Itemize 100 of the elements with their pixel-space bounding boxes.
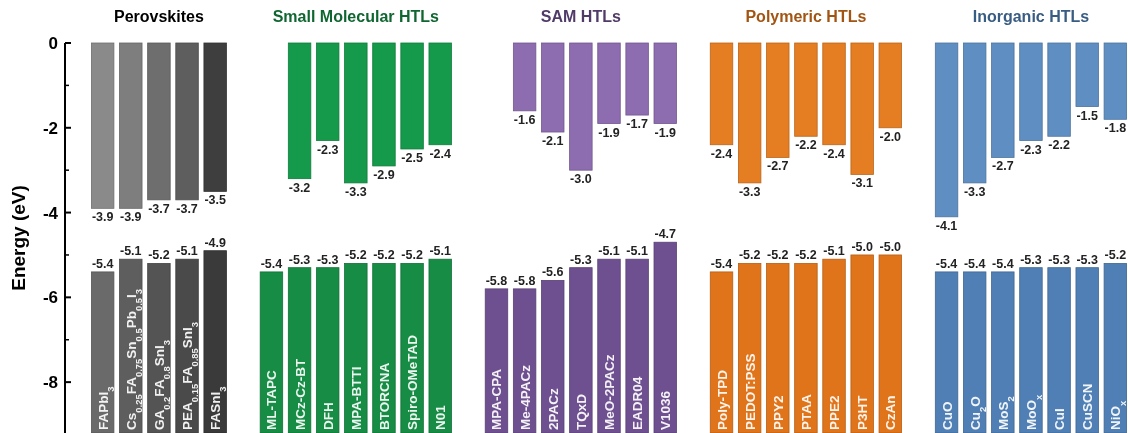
bar bbox=[991, 271, 1015, 433]
data-label: -4.1 bbox=[935, 218, 958, 233]
data-label: -3.1 bbox=[851, 176, 873, 191]
bar bbox=[569, 42, 593, 171]
data-label: -3.7 bbox=[176, 201, 198, 216]
x-tick-label: MPA-BTTI bbox=[348, 366, 364, 430]
x-tick-label: N01 bbox=[433, 404, 449, 430]
data-label: -5.2 bbox=[1104, 248, 1127, 263]
bar bbox=[344, 263, 368, 433]
bar bbox=[709, 42, 734, 146]
bar bbox=[653, 241, 677, 433]
data-label: -5.1 bbox=[120, 244, 142, 259]
x-tick-label: Poly-TPD bbox=[714, 369, 730, 430]
bar bbox=[653, 42, 677, 124]
data-label: -5.3 bbox=[1076, 252, 1099, 267]
data-label: -5.3 bbox=[316, 252, 339, 267]
data-label: -5.2 bbox=[738, 248, 761, 263]
y-axis-title: Energy (eV) bbox=[8, 185, 29, 291]
bar bbox=[400, 42, 424, 150]
bar bbox=[850, 42, 874, 175]
text: Inorganic HTLs bbox=[972, 8, 1090, 25]
data-label: -5.0 bbox=[851, 239, 873, 254]
data-label: -2.3 bbox=[1020, 142, 1042, 157]
data-label: -2.9 bbox=[373, 167, 395, 182]
data-label: -5.8 bbox=[485, 273, 508, 288]
bar bbox=[934, 42, 959, 218]
data-label: -2.7 bbox=[767, 159, 789, 174]
x-tick-label: EADR04 bbox=[630, 376, 646, 430]
data-label: -3.3 bbox=[345, 184, 367, 199]
y-tick-label: -8 bbox=[42, 373, 58, 393]
bar bbox=[963, 42, 987, 184]
bar bbox=[709, 271, 734, 433]
data-label: -1.7 bbox=[626, 117, 648, 132]
bar bbox=[597, 42, 621, 124]
data-label: -3.3 bbox=[963, 184, 986, 199]
bar bbox=[569, 267, 593, 433]
bar bbox=[344, 42, 368, 184]
data-label: -2.2 bbox=[1048, 138, 1070, 153]
bar bbox=[794, 42, 818, 137]
x-tick-label: PEDOT:PSS bbox=[742, 353, 758, 430]
data-label: -5.3 bbox=[570, 252, 592, 267]
data-label: -5.4 bbox=[710, 256, 733, 271]
x-tick-label: MPA-CPA bbox=[489, 368, 505, 430]
data-label: -5.1 bbox=[598, 244, 620, 259]
bar bbox=[119, 42, 143, 209]
bar bbox=[541, 279, 565, 433]
bar bbox=[316, 42, 340, 141]
data-label: -3.7 bbox=[148, 201, 170, 216]
x-tick-label: V1036 bbox=[658, 390, 674, 430]
data-label: -5.2 bbox=[373, 248, 395, 263]
x-tick-label: DFH bbox=[320, 402, 336, 430]
data-label: -1.8 bbox=[1104, 121, 1127, 136]
bar bbox=[512, 288, 537, 433]
data-label: -5.6 bbox=[541, 265, 564, 280]
bar bbox=[512, 42, 537, 112]
x-tick-label: PPY2 bbox=[770, 395, 786, 430]
data-label: -2.5 bbox=[401, 150, 423, 165]
y-tick-label: 0 bbox=[48, 33, 58, 53]
data-label: -5.3 bbox=[288, 252, 311, 267]
data-label: -3.9 bbox=[120, 210, 142, 225]
bar bbox=[878, 254, 902, 433]
data-label: -5.2 bbox=[767, 248, 789, 263]
x-tick-label: 2PACz bbox=[545, 387, 561, 430]
x-tick-label: MCz-Cz-BT bbox=[292, 358, 308, 430]
x-tick-label: BTORCNA bbox=[376, 362, 392, 430]
bar bbox=[428, 258, 452, 433]
bar bbox=[175, 42, 199, 201]
bar bbox=[794, 263, 818, 433]
data-label: -5.2 bbox=[345, 248, 367, 263]
bar bbox=[625, 42, 649, 116]
bar bbox=[287, 42, 312, 180]
bar bbox=[428, 42, 452, 146]
data-label: -5.0 bbox=[879, 239, 902, 254]
bar bbox=[878, 42, 902, 129]
data-label: -1.9 bbox=[654, 125, 677, 140]
bar bbox=[1047, 267, 1071, 433]
data-label: -3.9 bbox=[91, 210, 114, 225]
x-tick-label: PTAA bbox=[798, 394, 814, 430]
bar bbox=[991, 42, 1015, 158]
bar bbox=[91, 271, 115, 433]
bar bbox=[822, 258, 846, 433]
text: SAM HTLs bbox=[540, 8, 621, 25]
data-label: -3.3 bbox=[738, 184, 761, 199]
bar bbox=[203, 42, 227, 192]
bar bbox=[372, 42, 396, 167]
data-label: -5.1 bbox=[176, 244, 198, 259]
data-label: -2.3 bbox=[316, 142, 339, 157]
data-label: -5.4 bbox=[91, 256, 114, 271]
bar bbox=[1103, 263, 1127, 433]
data-label: -2.1 bbox=[541, 134, 564, 149]
bar bbox=[597, 258, 621, 433]
text: Polymeric HTLs bbox=[745, 8, 867, 25]
data-label: -5.1 bbox=[626, 244, 648, 259]
data-label: -3.2 bbox=[288, 180, 311, 195]
text: Perovskites bbox=[114, 8, 204, 25]
data-label: -5.4 bbox=[935, 256, 958, 271]
data-label: -5.2 bbox=[795, 248, 817, 263]
bar bbox=[850, 254, 874, 433]
bar bbox=[316, 267, 340, 433]
data-label: -2.2 bbox=[795, 138, 817, 153]
